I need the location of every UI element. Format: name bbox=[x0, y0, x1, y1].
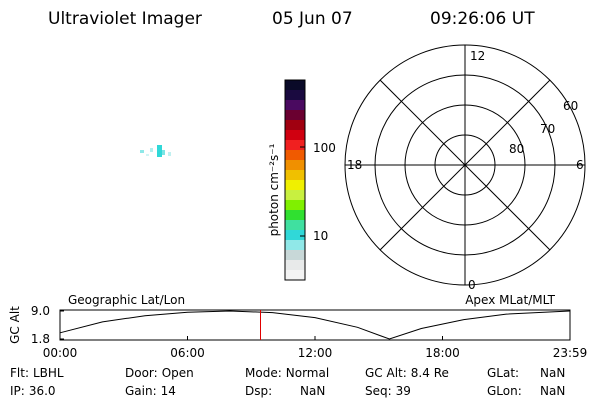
colorbar bbox=[284, 79, 306, 281]
info-value: 36.0 bbox=[29, 384, 56, 398]
x-tick-label: 12:00 bbox=[298, 346, 333, 360]
info-label: IP: bbox=[10, 384, 25, 398]
instrument: Ultraviolet Imager bbox=[48, 9, 202, 29]
colorbar-segment bbox=[285, 150, 305, 160]
info-value: NaN bbox=[540, 384, 565, 398]
colorbar-segment bbox=[285, 140, 305, 150]
y-tick-label: 1.8 bbox=[31, 332, 50, 346]
colorbar-segment bbox=[285, 160, 305, 170]
info-label: GC Alt: bbox=[365, 366, 407, 380]
x-tick-label: 23:59 bbox=[553, 346, 588, 360]
info-value: LBHL bbox=[33, 366, 64, 380]
mlt-label: 18 bbox=[347, 158, 362, 172]
x-tick-label: 00:00 bbox=[43, 346, 78, 360]
info-label: Seq: bbox=[365, 384, 392, 398]
info-value: 8.4 Re bbox=[411, 366, 449, 380]
x-tick-label: 06:00 bbox=[170, 346, 205, 360]
info-label: Dsp: bbox=[245, 384, 272, 398]
colorbar-segment bbox=[285, 230, 305, 240]
colorbar-segment bbox=[285, 170, 305, 180]
info-panel: Flt: LBHL Door: Open Mode: Normal GC Alt: 8.4 R… bbox=[10, 366, 565, 398]
colorbar-segment bbox=[285, 250, 305, 260]
info-value: Normal bbox=[286, 366, 329, 380]
image-specks bbox=[140, 145, 171, 157]
left-label: Geographic Lat/Lon bbox=[68, 293, 185, 307]
polar-grid bbox=[344, 44, 586, 286]
colorbar-segment bbox=[285, 270, 305, 280]
lat-label: 80 bbox=[509, 142, 524, 156]
y-tick-label: 9.0 bbox=[31, 304, 50, 318]
lat-label: 60 bbox=[563, 99, 578, 113]
info-value: NaN bbox=[300, 384, 325, 398]
info-label: GLon: bbox=[487, 384, 522, 398]
colorbar-segment bbox=[285, 210, 305, 220]
info-value: 39 bbox=[396, 384, 411, 398]
right-label: Apex MLat/MLT bbox=[465, 293, 555, 307]
colorbar-segment bbox=[285, 90, 305, 100]
colorbar-segment bbox=[285, 200, 305, 210]
date: 05 Jun 07 bbox=[272, 9, 353, 29]
info-label: Flt: bbox=[10, 366, 29, 380]
info-label: GLat: bbox=[487, 366, 519, 380]
altitude-line bbox=[59, 310, 571, 340]
colorbar-frame bbox=[284, 79, 306, 281]
colorbar-segment bbox=[285, 220, 305, 230]
info-label: Mode: bbox=[245, 366, 282, 380]
mlt-label: 0 bbox=[468, 278, 476, 292]
colorbar-segment bbox=[285, 190, 305, 200]
colorbar-segment bbox=[285, 130, 305, 140]
time: 09:26:06 UT bbox=[430, 9, 535, 29]
info-label: Door: bbox=[125, 366, 158, 380]
info-value: 14 bbox=[161, 384, 176, 398]
lat-label: 70 bbox=[540, 122, 555, 136]
colorbar-segment bbox=[285, 100, 305, 110]
colorbar-segment bbox=[285, 80, 305, 90]
info-value: Open bbox=[162, 366, 194, 380]
colorbar-tick-label: 10 bbox=[313, 229, 328, 243]
colorbar-segment bbox=[285, 120, 305, 130]
colorbar-tick-label: 100 bbox=[313, 141, 336, 155]
mlt-label: 6 bbox=[576, 158, 584, 172]
colorbar-segment bbox=[285, 240, 305, 250]
colorbar-segment bbox=[285, 180, 305, 190]
info-value: NaN bbox=[540, 366, 565, 380]
colorbar-segment bbox=[285, 110, 305, 120]
altitude-plot: 00:00 06:00 12:00 18:00 23:59 9.0 1.8 bbox=[31, 304, 587, 360]
x-tick-label: 18:00 bbox=[425, 346, 460, 360]
info-label: Gain: bbox=[125, 384, 157, 398]
colorbar-segment bbox=[285, 260, 305, 270]
mlt-label: 12 bbox=[470, 49, 485, 63]
y-label: GC Alt bbox=[8, 306, 22, 344]
colorbar-unit: photon cm⁻²s⁻¹ bbox=[267, 143, 281, 236]
